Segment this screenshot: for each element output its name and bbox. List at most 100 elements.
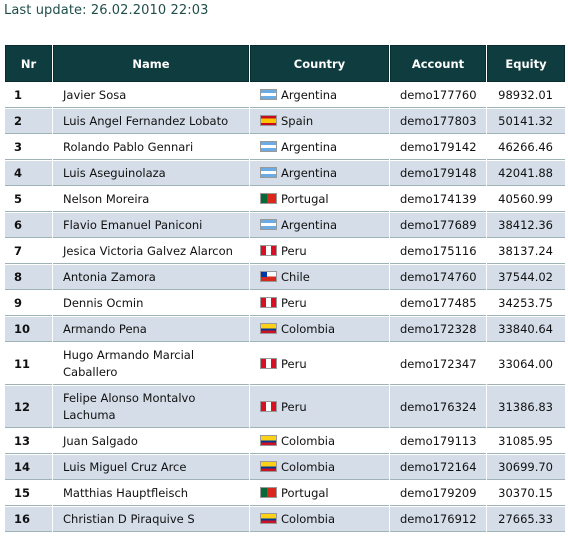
account-id: demo177803 [390,109,486,134]
account-id: demo172347 [390,343,486,385]
country-cell: Peru [250,239,389,264]
table-body: 1 Javier Sosa Argentina demo177760 98932.01 2… [5,83,565,532]
country-name: Argentina [281,140,338,154]
equity-value: 34253.75 [487,291,565,316]
peru-flag-icon [260,297,277,308]
country-name: Colombia [281,460,336,474]
equity-value: 31386.83 [487,386,565,428]
country-cell: Argentina [250,83,389,108]
column-header-country[interactable]: Country [250,45,389,82]
country-name: Argentina [281,88,338,102]
equity-value: 33840.64 [487,317,565,342]
table-row[interactable]: 16 Christian D Piraquive S Colombia demo176… [5,507,565,532]
argentina-flag-icon [260,89,277,100]
rank-number: 4 [5,161,52,186]
table-row[interactable]: 10 Armando Pena Colombia demo172328 33840.64 [5,317,565,342]
equity-value: 38412.36 [487,213,565,238]
table-row[interactable]: 15 Matthias Hauptfleisch Portugal demo17920… [5,481,565,506]
rank-number: 11 [5,343,52,385]
trader-name: Jesica Victoria Galvez Alarcon [53,239,249,264]
rank-number: 5 [5,187,52,212]
country-name: Spain [281,114,314,128]
country-cell: Peru [250,291,389,316]
account-id: demo175116 [390,239,486,264]
column-header-nr[interactable]: Nr [5,45,52,82]
account-id: demo174139 [390,187,486,212]
table-row[interactable]: 14 Luis Miguel Cruz Arce Colombia demo17216… [5,455,565,480]
colombia-flag-icon [260,461,277,472]
column-header-name[interactable]: Name [53,45,249,82]
trader-name: Rolando Pablo Gennari [53,135,249,160]
equity-value: 27665.33 [487,507,565,532]
equity-value: 40560.99 [487,187,565,212]
country-name: Peru [281,356,307,371]
colombia-flag-icon [260,435,277,446]
argentina-flag-icon [260,167,277,178]
account-id: demo179142 [390,135,486,160]
account-id: demo179209 [390,481,486,506]
last-update-label: Last update: 26.02.2010 22:03 [4,3,209,18]
country-cell: Colombia [250,317,389,342]
chile-flag-icon [260,271,277,282]
rank-number: 9 [5,291,52,316]
table-row[interactable]: 7 Jesica Victoria Galvez Alarcon Peru demo1… [5,239,565,264]
account-id: demo177760 [390,83,486,108]
account-id: demo179113 [390,429,486,454]
rank-number: 6 [5,213,52,238]
equity-value: 42041.88 [487,161,565,186]
trader-name: Hugo Armando Marcial Caballero [53,343,249,385]
trader-name: Luis Aseguinolaza [53,161,249,186]
table-row[interactable]: 6 Flavio Emanuel Paniconi Argentina demo177… [5,213,565,238]
account-id: demo179148 [390,161,486,186]
equity-value: 31085.95 [487,429,565,454]
rank-number: 3 [5,135,52,160]
rank-number: 1 [5,83,52,108]
account-id: demo174760 [390,265,486,290]
country-name: Argentina [281,218,338,232]
trader-name: Christian D Piraquive S [53,507,249,532]
trader-name: Felipe Alonso Montalvo Lachuma [53,386,249,428]
peru-flag-icon [260,245,277,256]
account-id: demo172164 [390,455,486,480]
table-row[interactable]: 2 Luis Angel Fernandez Lobato Spain demo177… [5,109,565,134]
trader-name: Antonia Zamora [53,265,249,290]
country-cell: Argentina [250,213,389,238]
rank-number: 13 [5,429,52,454]
country-cell: Peru [250,386,389,428]
account-id: demo176324 [390,386,486,428]
table-row[interactable]: 12 Felipe Alonso Montalvo Lachuma Peru demo… [5,386,565,428]
account-id: demo176912 [390,507,486,532]
country-cell: Colombia [250,455,389,480]
country-name: Colombia [281,434,336,448]
country-cell: Chile [250,265,389,290]
country-cell: Colombia [250,507,389,532]
table-row[interactable]: 1 Javier Sosa Argentina demo177760 98932.01 [5,83,565,108]
country-name: Portugal [281,192,329,206]
table-row[interactable]: 8 Antonia Zamora Chile demo174760 37544.02 [5,265,565,290]
column-header-equity[interactable]: Equity [487,45,565,82]
country-name: Peru [281,244,307,258]
column-header-account[interactable]: Account [390,45,486,82]
equity-value: 38137.24 [487,239,565,264]
rank-number: 16 [5,507,52,532]
table-row[interactable]: 11 Hugo Armando Marcial Caballero Peru demo… [5,343,565,385]
country-cell: Argentina [250,161,389,186]
equity-value: 46266.46 [487,135,565,160]
country-name: Colombia [281,322,336,336]
trader-name: Dennis Ocmin [53,291,249,316]
table-row[interactable]: 13 Juan Salgado Colombia demo179113 31085.95 [5,429,565,454]
country-name: Colombia [281,512,336,526]
equity-value: 33064.00 [487,343,565,385]
ranking-table: Nr Name Country Account Equity 1 Javier S… [4,44,566,533]
equity-value: 30370.15 [487,481,565,506]
country-name: Peru [281,399,307,414]
table-row[interactable]: 5 Nelson Moreira Portugal demo174139 40560.9… [5,187,565,212]
table-header-row: Nr Name Country Account Equity [5,45,565,82]
country-name: Portugal [281,486,329,500]
table-row[interactable]: 3 Rolando Pablo Gennari Argentina demo17914… [5,135,565,160]
table-row[interactable]: 9 Dennis Ocmin Peru demo177485 34253.75 [5,291,565,316]
rank-number: 7 [5,239,52,264]
table-row[interactable]: 4 Luis Aseguinolaza Argentina demo179148 420… [5,161,565,186]
rank-number: 14 [5,455,52,480]
peru-flag-icon [260,357,277,369]
